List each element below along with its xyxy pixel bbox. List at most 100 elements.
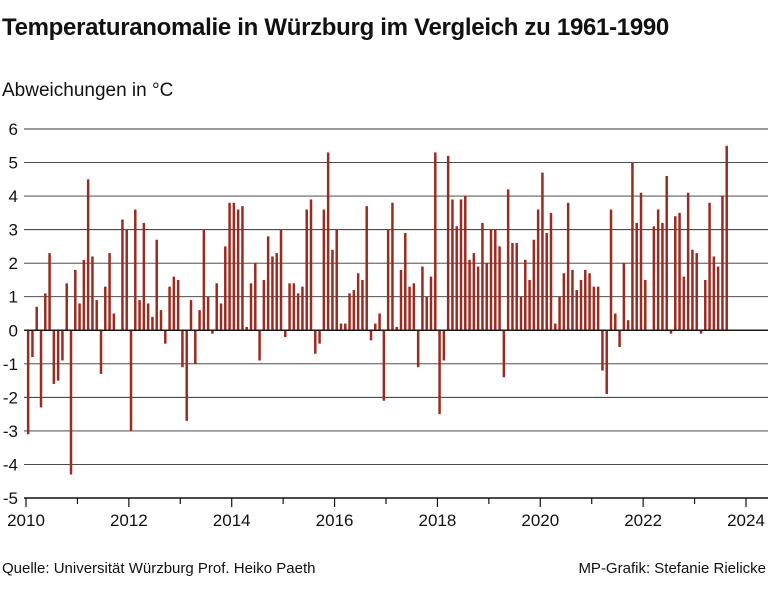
bar — [708, 202, 711, 331]
bar — [322, 209, 326, 331]
y-tick-label: 3 — [9, 221, 18, 240]
bar — [614, 313, 617, 331]
bar — [592, 286, 596, 331]
bar — [241, 206, 244, 331]
bar — [35, 306, 38, 331]
bar — [678, 212, 681, 331]
bar — [661, 222, 664, 331]
bar — [374, 323, 377, 331]
bar — [562, 273, 566, 331]
bar — [519, 296, 523, 331]
bar — [215, 283, 218, 331]
bar — [425, 296, 428, 331]
x-axis: 2010 2012 2014 2016 2018 2020 2022 2024 — [7, 497, 768, 530]
bar — [74, 269, 77, 331]
bar — [596, 286, 600, 331]
bar — [228, 202, 231, 331]
bar — [558, 296, 561, 331]
bar — [712, 256, 716, 331]
x-tick-label: 2022 — [624, 511, 662, 530]
y-tick-label: 2 — [9, 254, 18, 273]
bar — [665, 175, 668, 331]
bar — [48, 253, 51, 331]
bar — [146, 303, 150, 331]
bar — [292, 283, 296, 331]
bar — [429, 276, 433, 331]
bar — [489, 229, 493, 331]
bar — [202, 229, 206, 331]
y-tick-labels: 6 5 4 3 2 1 0 -1 -2 -3 -4 -5 — [3, 120, 18, 508]
bar — [704, 279, 707, 331]
bar — [211, 330, 214, 334]
bar — [545, 232, 548, 331]
bar — [26, 330, 30, 435]
bar — [86, 179, 90, 331]
bar — [318, 330, 321, 344]
bar — [695, 253, 698, 331]
bar — [99, 330, 103, 374]
bar — [511, 243, 514, 331]
bar — [481, 222, 484, 331]
bar — [232, 202, 236, 331]
bar — [344, 323, 347, 331]
bar — [172, 276, 176, 331]
y-tick-label: -2 — [3, 388, 18, 407]
y-tick-label: -1 — [3, 355, 18, 374]
bar — [541, 172, 544, 331]
bar — [459, 199, 463, 331]
bar — [725, 145, 728, 331]
bar — [104, 286, 107, 331]
y-tick-label: 4 — [9, 187, 18, 206]
bar — [52, 330, 56, 384]
bar — [472, 253, 476, 331]
bar — [365, 206, 368, 331]
bar — [254, 263, 257, 331]
bar — [258, 330, 261, 361]
bar — [656, 209, 660, 331]
bar — [438, 330, 441, 415]
bar — [464, 196, 467, 331]
bar — [579, 279, 583, 331]
bar — [682, 276, 686, 331]
bar — [219, 303, 223, 331]
bar — [112, 313, 116, 331]
bar — [82, 259, 86, 331]
x-tick-label: 2014 — [213, 511, 251, 530]
bar — [151, 316, 154, 331]
y-axis-label: Abweichungen in °C — [2, 80, 174, 101]
credit-note: MP-Grafik: Stefanie Rielicke — [578, 560, 766, 577]
x-tick-label: 2024 — [727, 511, 765, 530]
bar — [331, 249, 334, 331]
bar — [164, 330, 167, 344]
bar — [309, 199, 313, 331]
bar — [485, 263, 488, 331]
y-tick-label: -4 — [3, 455, 18, 474]
bar — [198, 310, 201, 331]
bar — [434, 152, 437, 331]
bar — [155, 239, 158, 331]
bar — [631, 162, 634, 331]
bar — [305, 209, 308, 331]
y-tick-label: 1 — [9, 288, 18, 307]
bar — [206, 296, 210, 331]
bar — [554, 323, 557, 331]
bar — [266, 236, 270, 331]
x-tick-label: 2016 — [316, 511, 354, 530]
bar — [245, 326, 248, 331]
bar — [669, 330, 673, 334]
y-tick-label: -5 — [3, 489, 18, 508]
bar — [121, 219, 124, 331]
bar — [524, 259, 527, 331]
bar — [391, 202, 394, 331]
bar — [635, 222, 638, 331]
bar — [129, 330, 133, 431]
bar — [498, 246, 501, 331]
bar — [382, 330, 386, 401]
bar — [721, 196, 724, 331]
bar — [699, 330, 703, 334]
bar — [609, 209, 613, 331]
bar — [536, 209, 540, 331]
x-tick-label: 2012 — [110, 511, 148, 530]
bar — [605, 330, 608, 395]
